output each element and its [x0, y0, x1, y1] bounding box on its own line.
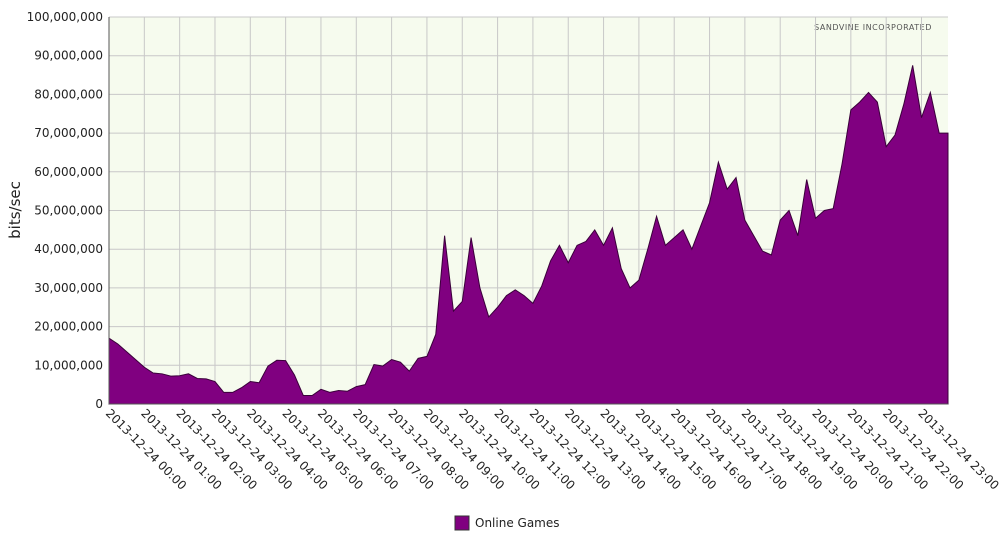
- y-tick-label: 80,000,000: [34, 87, 103, 101]
- watermark: SANDVINE INCORPORATED: [814, 23, 932, 32]
- y-tick-label: 10,000,000: [34, 358, 103, 372]
- y-tick-label: 90,000,000: [34, 49, 103, 63]
- y-tick-label: 50,000,000: [34, 204, 103, 218]
- y-tick-label: 20,000,000: [34, 320, 103, 334]
- y-tick-label: 60,000,000: [34, 165, 103, 179]
- y-tick-label: 40,000,000: [34, 242, 103, 256]
- y-axis-label: bits/sec: [6, 181, 24, 239]
- y-tick-label: 100,000,000: [27, 10, 103, 24]
- area: [108, 65, 949, 405]
- y-tick-label: 70,000,000: [34, 126, 103, 140]
- legend-swatch: [454, 515, 470, 531]
- y-tick-label: 30,000,000: [34, 281, 103, 295]
- y-tick-label: 0: [95, 397, 103, 411]
- legend-label: Online Games: [475, 516, 560, 530]
